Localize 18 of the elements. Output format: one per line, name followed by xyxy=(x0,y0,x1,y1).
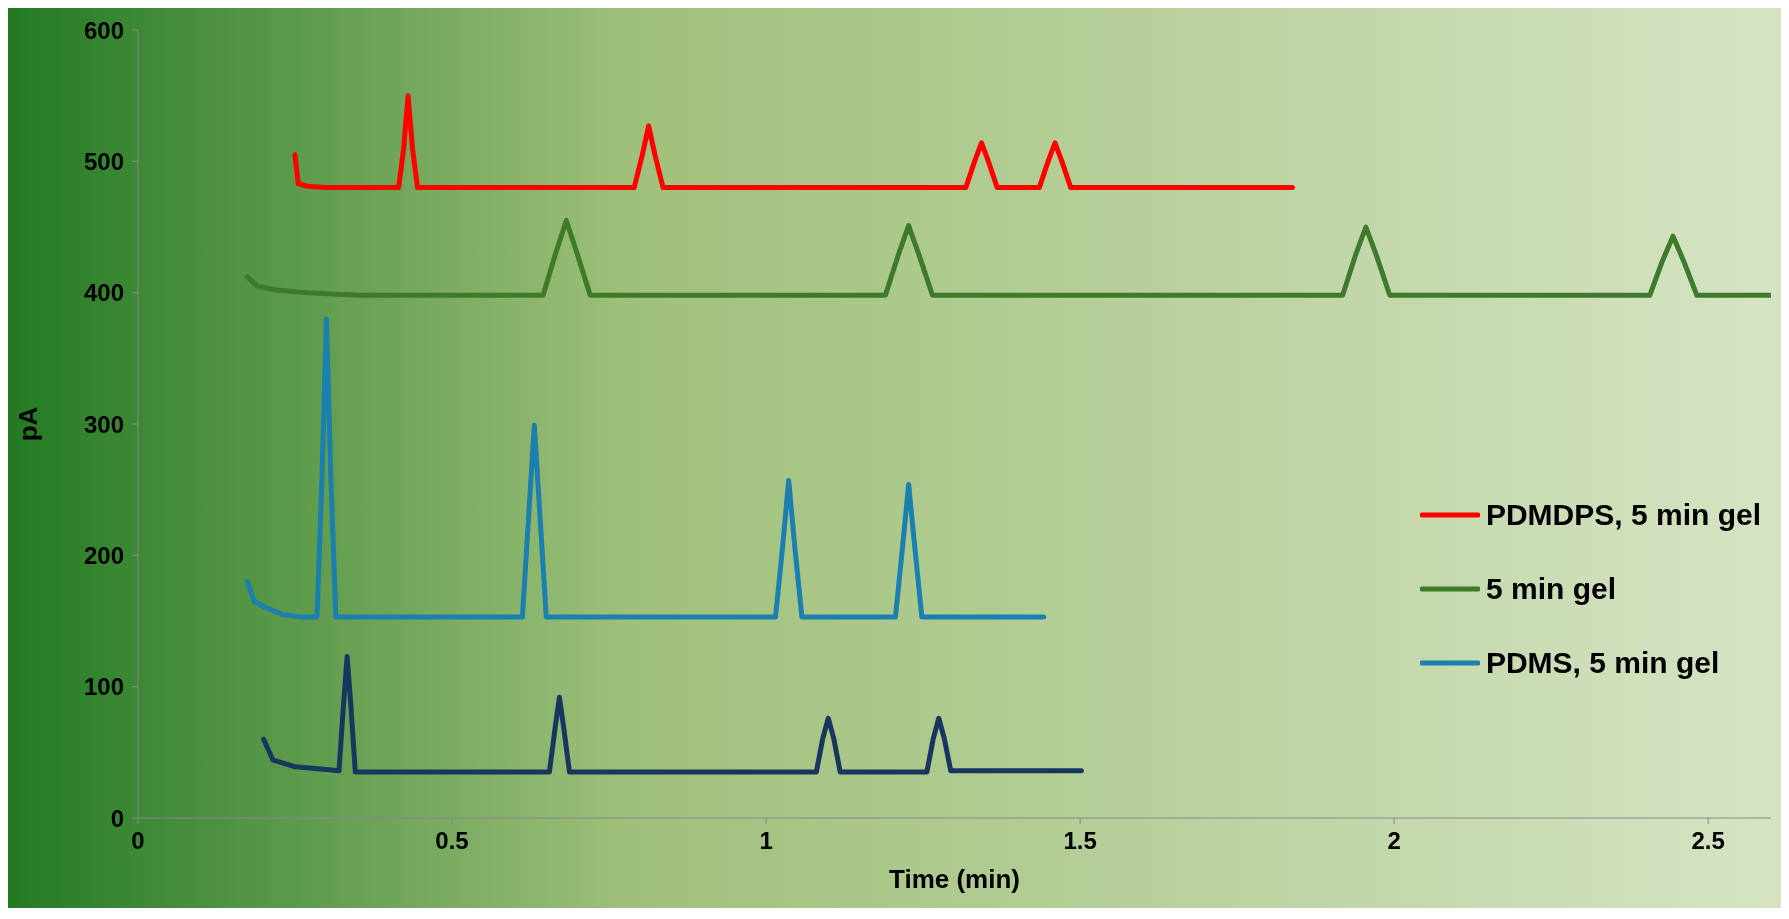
legend-label: PDMDPS, 5 min gel xyxy=(1485,498,1761,532)
y-axis-title: pA xyxy=(13,406,44,442)
y-tick-label: 400 xyxy=(83,279,124,307)
legend-label: 5 min gel xyxy=(1485,572,1616,606)
x-tick-label: 2 xyxy=(1387,827,1401,855)
y-tick-label: 300 xyxy=(83,410,124,438)
x-tick-label: 1.5 xyxy=(1063,827,1097,855)
x-tick-label: 0.5 xyxy=(435,827,469,855)
x-tick-label: 1 xyxy=(759,827,773,855)
y-tick-label: 500 xyxy=(83,147,124,175)
y-tick-label: 600 xyxy=(83,16,124,44)
y-tick-label: 0 xyxy=(110,804,124,832)
x-tick-label: 2.5 xyxy=(1691,827,1725,855)
legend-label: PDMS, 5 min gel xyxy=(1485,646,1720,680)
y-tick-label: 200 xyxy=(83,541,124,569)
x-axis-title: Time (min) xyxy=(889,864,1020,894)
y-tick-label: 100 xyxy=(83,673,124,701)
x-tick-label: 0 xyxy=(131,827,145,855)
